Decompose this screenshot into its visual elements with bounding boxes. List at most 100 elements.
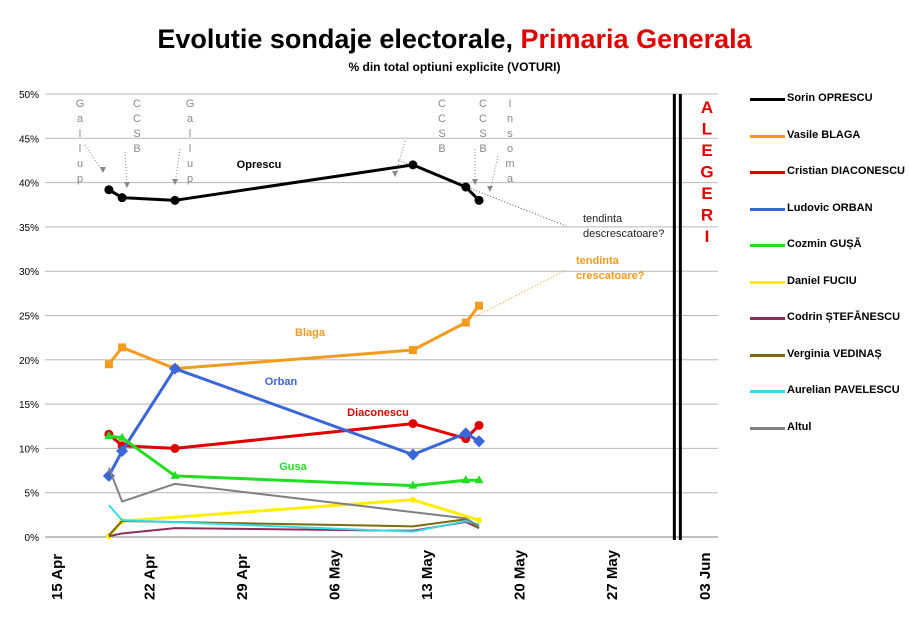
series-vasile-blaga — [104, 301, 484, 373]
series-line — [108, 504, 480, 533]
poll-source-label: CCSB — [131, 98, 143, 158]
legend-item: Cozmin GUȘĂ — [750, 238, 905, 275]
y-tick-label: 5% — [25, 489, 40, 500]
poll-source-label: Gallup — [184, 98, 196, 188]
legend-item: Altul — [750, 421, 905, 458]
poll-source-arrow — [489, 155, 499, 192]
data-point — [170, 443, 180, 453]
trend-up-label: crescatoare? — [576, 270, 645, 282]
data-point — [408, 419, 418, 429]
series-ludovic-orban — [102, 362, 486, 482]
x-tick-label: 15 Apr — [49, 554, 66, 600]
arrow-head-icon — [100, 167, 106, 173]
arrow-head-icon — [172, 179, 178, 185]
legend-label: Codrin ȘTEFĂNESCU — [787, 311, 901, 323]
data-point — [117, 432, 127, 441]
legend-swatch — [750, 317, 785, 320]
data-point — [408, 480, 418, 489]
legend-label: Verginia VEDINAȘ — [787, 347, 882, 360]
series-cozmin-gușă — [104, 430, 484, 489]
data-point — [459, 427, 472, 440]
poll-source-arrow — [124, 151, 128, 188]
series-line — [107, 498, 480, 538]
data-point — [104, 185, 114, 195]
data-point — [406, 448, 419, 461]
legend-swatch — [750, 134, 785, 138]
series-aurelian-pavelescu — [108, 504, 480, 533]
y-tick-label: 45% — [19, 134, 39, 145]
series-line — [107, 422, 481, 450]
series-label: Orban — [265, 376, 298, 388]
legend-item: Cristian DIACONESCU — [750, 165, 905, 202]
poll-source-label: Gallup — [74, 98, 86, 188]
data-point — [461, 182, 471, 192]
legend-label: Sorin OPRESCU — [787, 92, 873, 104]
legend-label: Cozmin GUȘĂ — [787, 238, 862, 250]
y-tick-label: 40% — [19, 179, 39, 190]
data-point — [116, 445, 129, 458]
title-main: Evolutie sondaje electorale, — [157, 24, 513, 54]
legend-item: Sorin OPRESCU — [750, 92, 905, 129]
data-point — [409, 496, 416, 503]
data-point — [474, 475, 484, 484]
trend-down-label: tendinta — [583, 213, 623, 225]
y-tick-label: 50% — [19, 90, 39, 101]
data-point — [104, 360, 113, 369]
data-point — [476, 517, 483, 524]
legend-label: Daniel FUCIU — [787, 274, 857, 287]
poll-source-label: CCSB — [436, 98, 448, 158]
poll-source-arrow — [174, 148, 181, 185]
data-point — [474, 420, 484, 430]
data-point — [408, 346, 417, 355]
data-point — [118, 343, 127, 352]
data-point — [408, 160, 418, 170]
poll-source-label: CCSB — [477, 98, 489, 158]
legend-swatch — [750, 98, 785, 101]
trend-up-label: tendinta — [576, 255, 620, 267]
legend-swatch — [750, 171, 785, 174]
data-point — [168, 362, 181, 375]
series-line — [108, 520, 480, 538]
poll-source-arrow — [84, 144, 104, 173]
legend-item: Daniel FUCIU — [750, 275, 905, 312]
x-tick-label: 29 Apr — [234, 554, 251, 600]
data-point — [473, 435, 486, 448]
data-point — [475, 301, 484, 310]
poll-source-label: Insoma — [504, 98, 516, 188]
election-letter: G — [700, 163, 713, 182]
x-tick-label: 13 May — [419, 549, 436, 600]
series-label: Blaga — [295, 327, 326, 339]
poll-source-arrow — [394, 140, 406, 177]
legend-item: Ludovic ORBAN — [750, 202, 905, 239]
legend-swatch — [750, 207, 785, 211]
y-tick-label: 35% — [19, 223, 39, 234]
data-point — [461, 475, 471, 484]
legend-item: Vasile BLAGA — [750, 129, 905, 166]
chart-subtitle: % din total optiuni explicite (VOTURI) — [348, 60, 561, 74]
legend-label: Altul — [787, 420, 812, 433]
y-tick-label: 0% — [25, 533, 40, 544]
election-letter: E — [701, 141, 712, 160]
series-line — [107, 467, 480, 528]
legend-label: Aurelian PAVELESCU — [787, 384, 900, 396]
legend-swatch — [750, 390, 785, 393]
election-letter: A — [701, 98, 713, 117]
legend-swatch — [750, 280, 785, 284]
title-highlight: Primaria Generala — [520, 24, 752, 54]
legend-item: Aurelian PAVELESCU — [750, 384, 905, 421]
y-tick-label: 20% — [19, 356, 39, 367]
data-point — [461, 318, 470, 327]
election-letter: R — [701, 206, 713, 225]
legend-label: Ludovic ORBAN — [787, 201, 873, 214]
series-codrin-ștefănescu — [108, 520, 480, 538]
election-letter: I — [705, 227, 710, 246]
legend: Sorin OPRESCU Vasile BLAGA Cristian DIACON… — [750, 92, 905, 457]
series-daniel-fuciu — [105, 496, 483, 540]
series-label: Oprescu — [237, 159, 282, 171]
arrow-head-icon — [487, 186, 493, 192]
data-point — [104, 430, 114, 439]
legend-swatch — [750, 244, 785, 247]
trend-down-label: descrescatoare? — [583, 228, 664, 240]
data-point — [170, 470, 180, 479]
y-tick-label: 30% — [19, 267, 39, 278]
